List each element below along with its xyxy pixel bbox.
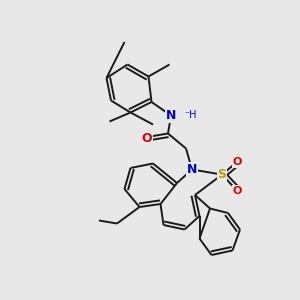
Text: O: O: [232, 157, 242, 167]
Text: N: N: [166, 109, 176, 122]
Text: ⁻H: ⁻H: [184, 110, 197, 121]
Text: O: O: [142, 131, 152, 145]
Text: N: N: [187, 163, 197, 176]
Text: O: O: [232, 185, 242, 196]
Text: S: S: [218, 168, 226, 181]
